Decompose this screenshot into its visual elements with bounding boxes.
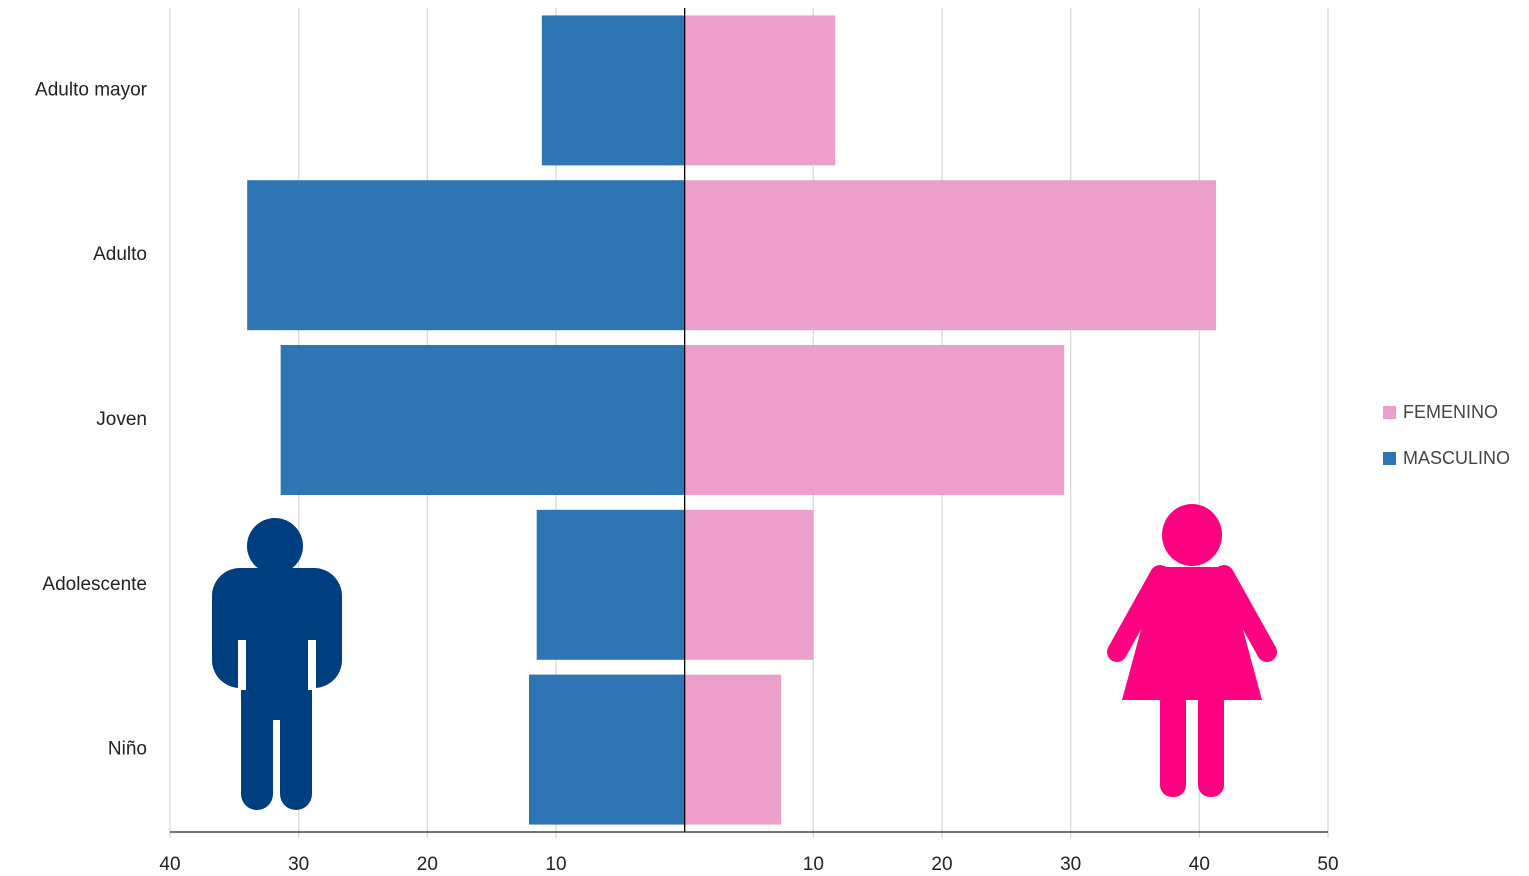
icons [212,504,1277,810]
legend-swatch [1383,452,1396,465]
legend-label: MASCULINO [1403,448,1510,468]
bar [536,509,685,660]
y-tick-label: Adulto [93,244,147,265]
y-tick-label: Niño [108,739,147,760]
bar [684,15,836,166]
bar [541,15,685,166]
x-tick-label: 20 [417,854,438,875]
bar [684,674,782,825]
x-tick-label: 30 [1060,854,1081,875]
x-tick-label: 40 [1189,854,1210,875]
male-icon-gap [238,640,246,690]
x-tick-label: 10 [803,854,824,875]
y-tick-label: Adulto mayor [35,79,148,100]
x-tick-label: 40 [159,854,180,875]
bar [247,180,685,331]
legend-swatch [1383,406,1396,419]
male-icon [212,518,342,810]
x-tick-label: 20 [931,854,952,875]
female-icon [1107,504,1277,797]
bar [684,509,814,660]
y-tick-label: Joven [96,409,147,430]
x-tick-label: 50 [1317,854,1338,875]
bar [684,180,1217,331]
male-icon-gap [308,640,316,690]
bar [280,345,685,495]
bar [684,345,1065,495]
x-tick-label: 30 [288,854,309,875]
legend-label: FEMENINO [1403,402,1498,422]
x-tick-label: 10 [545,854,566,875]
bars [247,8,1217,832]
bar [528,674,685,825]
y-tick-label: Adolescente [42,574,147,595]
